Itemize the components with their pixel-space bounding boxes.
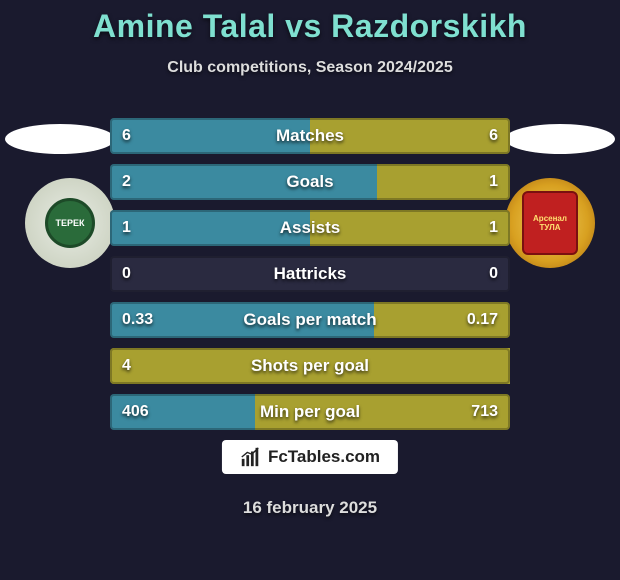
stat-label: Goals: [110, 164, 510, 200]
stat-row: 11Assists: [110, 210, 510, 246]
branding-text: FcTables.com: [268, 447, 380, 467]
stat-label: Goals per match: [110, 302, 510, 338]
club-badge-left: ТЕРЕК: [25, 178, 115, 268]
vs-word: vs: [285, 8, 322, 44]
player-left-name: Amine Talal: [93, 8, 276, 44]
chart-icon: [240, 446, 262, 468]
player-right-oval: [505, 124, 615, 154]
stat-row: 66Matches: [110, 118, 510, 154]
subtitle: Club competitions, Season 2024/2025: [0, 59, 620, 77]
page-title: Amine Talal vs Razdorskikh: [0, 0, 620, 45]
comparison-infographic: Amine Talal vs Razdorskikh Club competit…: [0, 0, 620, 580]
stat-label: Hattricks: [110, 256, 510, 292]
stat-label: Min per goal: [110, 394, 510, 430]
stat-row: 21Goals: [110, 164, 510, 200]
branding-badge: FcTables.com: [222, 440, 398, 474]
stat-row: 406713Min per goal: [110, 394, 510, 430]
stat-label: Shots per goal: [110, 348, 510, 384]
stat-row: 0.330.17Goals per match: [110, 302, 510, 338]
player-right-name: Razdorskikh: [331, 8, 527, 44]
stat-label: Assists: [110, 210, 510, 246]
date-text: 16 february 2025: [0, 498, 620, 518]
stat-row: 4Shots per goal: [110, 348, 510, 384]
player-left-oval: [5, 124, 115, 154]
club-right-abbrev: Арсенал ТУЛА: [522, 191, 578, 255]
stats-panel: 66Matches 21Goals 11Assists 00Hattricks 0.33…: [110, 118, 510, 440]
stat-row: 00Hattricks: [110, 256, 510, 292]
club-badge-right: Арсенал ТУЛА: [505, 178, 595, 268]
club-left-abbrev: ТЕРЕК: [45, 198, 95, 248]
stat-label: Matches: [110, 118, 510, 154]
